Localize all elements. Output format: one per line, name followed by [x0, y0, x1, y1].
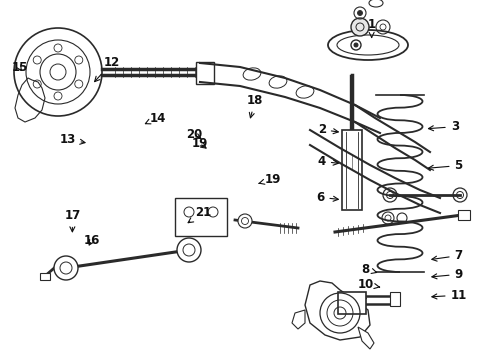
Circle shape	[353, 43, 357, 47]
Polygon shape	[291, 310, 305, 329]
Bar	[389, 292, 399, 306]
Text: 8: 8	[361, 263, 376, 276]
Text: 1: 1	[367, 18, 375, 37]
Text: 16: 16	[83, 234, 100, 247]
Bar	[175, 198, 226, 236]
Bar	[457, 210, 469, 220]
Text: 4: 4	[317, 155, 338, 168]
Ellipse shape	[368, 0, 382, 7]
Bar	[341, 130, 361, 210]
Text: 17: 17	[64, 209, 81, 232]
Polygon shape	[200, 63, 379, 133]
Circle shape	[54, 256, 78, 280]
Circle shape	[238, 214, 251, 228]
Polygon shape	[15, 78, 45, 122]
Text: 15: 15	[11, 61, 28, 74]
Text: 19: 19	[191, 137, 207, 150]
Text: 9: 9	[431, 268, 462, 281]
Text: 19: 19	[259, 173, 281, 186]
Text: 3: 3	[427, 120, 458, 133]
Polygon shape	[357, 327, 373, 349]
Polygon shape	[305, 281, 369, 340]
Text: 7: 7	[431, 249, 462, 262]
Text: 18: 18	[246, 94, 263, 118]
Bar	[40, 273, 50, 280]
Circle shape	[177, 238, 201, 262]
Text: 5: 5	[427, 159, 462, 172]
Circle shape	[357, 10, 362, 15]
Text: 10: 10	[357, 278, 379, 291]
Text: 11: 11	[431, 289, 466, 302]
Text: 13: 13	[59, 133, 85, 146]
Bar	[196, 62, 214, 84]
Text: 14: 14	[145, 112, 165, 125]
Ellipse shape	[327, 30, 407, 60]
Text: 2: 2	[317, 123, 338, 136]
Text: 6: 6	[316, 191, 338, 204]
Bar	[337, 292, 365, 314]
Text: 20: 20	[186, 129, 203, 141]
Circle shape	[350, 18, 368, 36]
Text: 12: 12	[95, 57, 120, 82]
Text: 21: 21	[188, 206, 211, 223]
